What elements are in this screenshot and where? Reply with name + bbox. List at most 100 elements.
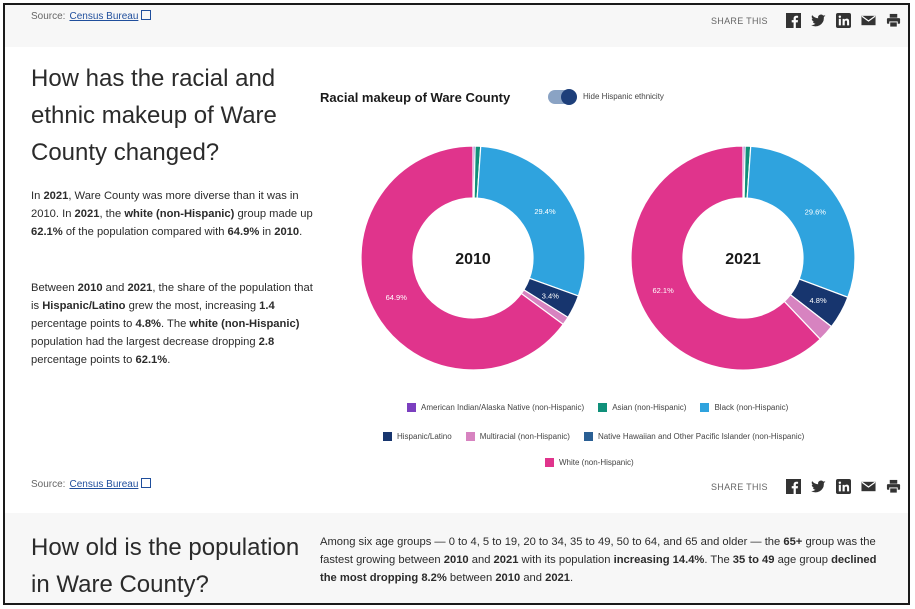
- share-bar-bottom: SHARE THIS: [711, 479, 901, 494]
- legend-item[interactable]: American Indian/Alaska Native (non-Hispa…: [407, 403, 584, 412]
- text-run: age group: [774, 554, 832, 566]
- legend-item[interactable]: Asian (non-Hispanic): [598, 403, 686, 412]
- donut-chart-2021: 29.6% 4.8% 62.1% 2021: [630, 145, 856, 371]
- external-link-icon: [141, 10, 152, 20]
- legend-item[interactable]: Black (non-Hispanic): [700, 403, 788, 412]
- legend-label: Multiracial (non-Hispanic): [479, 432, 570, 441]
- linkedin-icon[interactable]: [835, 479, 851, 494]
- twitter-icon[interactable]: [810, 479, 826, 494]
- share-label: SHARE THIS: [711, 15, 768, 26]
- text-run: declined the most dropping: [320, 554, 877, 584]
- slice-data-label: 4.8%: [810, 296, 827, 305]
- legend-label: Black (non-Hispanic): [714, 403, 789, 412]
- legend-swatch: [545, 458, 554, 467]
- legend-swatch: [383, 432, 392, 441]
- text-run: of the population compared with: [62, 226, 228, 238]
- hide-hispanic-toggle[interactable]: [548, 89, 577, 105]
- text-run: 2021: [127, 282, 153, 294]
- legend-item[interactable]: Native Hawaiian and Other Pacific Island…: [583, 432, 805, 441]
- text-run: percentage points to: [31, 318, 136, 330]
- text-run: and: [468, 554, 494, 566]
- text-run: .: [167, 354, 171, 366]
- text-run: group made up: [234, 208, 313, 220]
- text-run: .: [570, 572, 574, 584]
- legend-label: White (non-Hispanic): [559, 458, 634, 467]
- text-run: population had the largest decrease drop…: [31, 336, 259, 348]
- text-run: 8.2%: [421, 572, 447, 584]
- text-run: 2010: [495, 572, 521, 584]
- print-icon[interactable]: [886, 13, 901, 28]
- donut-center-year-label: 2021: [725, 251, 761, 268]
- donut-chart-2010: 29.4% 3.4% 64.9% 2010: [360, 145, 586, 371]
- external-link-icon: [141, 478, 152, 488]
- legend-label: Asian (non-Hispanic): [612, 403, 687, 412]
- text-run: 2021: [493, 554, 519, 566]
- section1-paragraph-2: Between 2010 and 2021, the share of the …: [31, 279, 316, 369]
- source-link[interactable]: Census Bureau: [69, 479, 139, 490]
- text-run: percentage points to: [31, 354, 136, 366]
- text-run: white (non-Hispanic): [189, 318, 300, 330]
- text-run: and: [520, 572, 546, 584]
- section1-paragraph-1: In 2021, Ware County was more diverse th…: [31, 187, 316, 241]
- toggle-label: Hide Hispanic ethnicity: [583, 92, 664, 101]
- text-run: 2010: [443, 554, 469, 566]
- text-run: 2021: [74, 208, 100, 220]
- text-run: 62.1%: [31, 226, 63, 238]
- legend-item[interactable]: Hispanic/Latino: [383, 432, 452, 441]
- slice-data-label: 62.1%: [652, 286, 674, 295]
- source-top: Source: Census Bureau: [31, 9, 152, 22]
- legend-row-1: American Indian/Alaska Native (non-Hispa…: [407, 403, 802, 412]
- email-icon[interactable]: [861, 479, 876, 494]
- text-run: 62.1%: [135, 354, 168, 366]
- source-label: Source:: [31, 479, 66, 490]
- legend-swatch: [407, 403, 416, 412]
- text-run: , the share of the population that is: [31, 282, 313, 312]
- text-run: grew the most, increasing: [125, 300, 260, 312]
- donut-slice[interactable]: [360, 145, 565, 371]
- source-bottom: Source: Census Bureau: [31, 477, 152, 490]
- section1-heading: How has the racial and ethnic makeup of …: [31, 65, 277, 166]
- legend-row-2: Hispanic/Latino Multiracial (non-Hispanic…: [383, 432, 818, 441]
- text-run: 2021: [545, 572, 570, 584]
- print-icon[interactable]: [886, 479, 901, 494]
- donut-slice[interactable]: [630, 145, 822, 371]
- toggle-knob: [561, 89, 577, 105]
- text-run: with its population: [518, 554, 614, 566]
- donut-slice[interactable]: [746, 145, 856, 299]
- linkedin-icon[interactable]: [835, 13, 851, 28]
- text-run: 35 to 49: [732, 554, 775, 566]
- twitter-icon[interactable]: [810, 13, 826, 28]
- text-run: 2010: [77, 282, 103, 294]
- top-bar: Source: Census Bureau SHARE THIS: [5, 5, 908, 47]
- legend-swatch: [583, 432, 593, 441]
- source-link[interactable]: Census Bureau: [69, 11, 139, 22]
- facebook-icon[interactable]: [785, 13, 801, 28]
- legend-item[interactable]: White (non-Hispanic): [545, 458, 634, 467]
- share-label: SHARE THIS: [711, 481, 768, 492]
- text-run: and: [102, 282, 128, 294]
- email-icon[interactable]: [861, 13, 876, 28]
- text-run: in: [259, 226, 275, 238]
- slice-data-label: 29.4%: [534, 207, 556, 216]
- text-run: In: [31, 190, 44, 202]
- text-run: .: [299, 226, 303, 238]
- legend-label: Hispanic/Latino: [397, 432, 452, 441]
- chart-title: Racial makeup of Ware County: [320, 90, 511, 105]
- text-run: Among six age groups — 0 to 4, 5 to 19, …: [320, 536, 784, 548]
- donut-slice[interactable]: [476, 145, 586, 297]
- share-bar-top: SHARE THIS: [711, 13, 901, 28]
- legend-label: Native Hawaiian and Other Pacific Island…: [597, 432, 805, 441]
- legend-label: American Indian/Alaska Native (non-Hispa…: [421, 403, 585, 412]
- text-run: group was the fastest growing between: [320, 536, 876, 566]
- text-run: 1.4: [259, 300, 275, 312]
- text-run: white (non-Hispanic): [124, 208, 235, 220]
- source-label: Source:: [31, 11, 66, 22]
- legend-swatch: [598, 403, 608, 412]
- text-run: , the: [99, 208, 125, 220]
- facebook-icon[interactable]: [785, 479, 801, 494]
- text-run: between: [446, 572, 496, 584]
- legend-item[interactable]: Multiracial (non-Hispanic): [465, 432, 570, 441]
- text-run: increasing 14.4%: [613, 554, 705, 566]
- legend-row-3: White (non-Hispanic): [545, 458, 648, 467]
- section2-paragraph: Among six age groups — 0 to 4, 5 to 19, …: [320, 533, 890, 587]
